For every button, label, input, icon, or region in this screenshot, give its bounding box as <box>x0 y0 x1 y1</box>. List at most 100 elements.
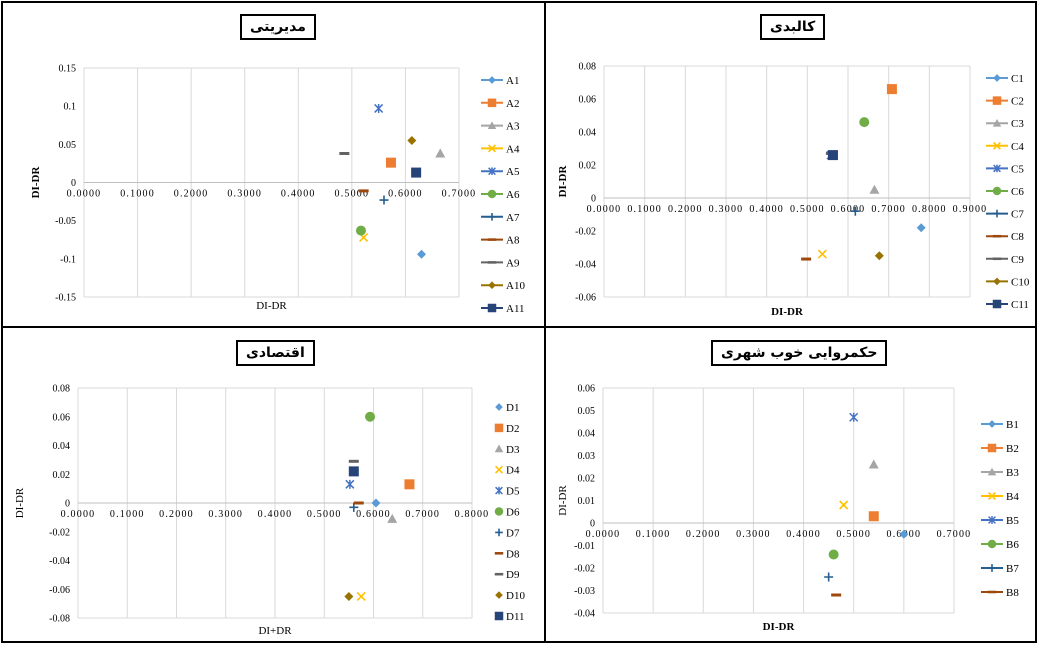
legend-label: D9 <box>506 569 520 581</box>
legend-label: D4 <box>506 465 520 477</box>
y-tick-label: 0.08 <box>579 62 597 73</box>
legend-item-b7: B7 <box>981 563 1019 575</box>
data-point-b4 <box>839 500 849 510</box>
data-point-b5 <box>849 412 859 422</box>
y-tick-label: 0 <box>590 519 595 530</box>
x-tick-label: 0.2000 <box>686 529 721 540</box>
y-tick-label: 0.01 <box>578 496 596 507</box>
y-tick-label: 0.02 <box>579 161 597 172</box>
legend-label: C8 <box>1011 231 1024 243</box>
data-point-b7 <box>824 572 834 582</box>
legend-label: C2 <box>1011 96 1024 108</box>
data-point-d11 <box>348 466 359 477</box>
legend-label: C6 <box>1011 186 1024 198</box>
legend-item-d4: D4 <box>495 465 520 477</box>
legend-label: D11 <box>506 611 525 623</box>
legend-item-c8: C8 <box>986 231 1024 243</box>
legend-label: D5 <box>506 486 520 498</box>
data-point-c11 <box>827 150 838 161</box>
y-tick-label: 0 <box>65 499 70 510</box>
chart-panel-eghtesadi: -0.08 -0.06 -0.04 -0.02 0 0.02 0.04 0.06 0.08 0.0… <box>1 326 546 643</box>
y-tick-label: 0.08 <box>53 384 71 395</box>
x-tick-label: 0.6000 <box>356 509 391 520</box>
legend-item-a2: A2 <box>481 98 519 110</box>
legend-item-d1: D1 <box>495 402 519 414</box>
legend-label: B2 <box>1006 443 1019 455</box>
chart-svg: -0.04 -0.03 -0.02 -0.01 0 0.01 0.02 0.03 0.04 0.0… <box>557 384 1019 634</box>
chart-svg: -0.15 -0.1 -0.05 0 0.05 0.1 0.15 0.0000 0.1000 0.… <box>30 64 525 316</box>
data-point-b1 <box>899 529 909 539</box>
x-tick-label: 0.4000 <box>749 204 784 215</box>
legend-item-d6: D6 <box>494 507 520 519</box>
x-tick-label: 0.6000 <box>388 189 423 200</box>
legend-label: B1 <box>1006 419 1019 431</box>
legend-label: C7 <box>1011 209 1024 221</box>
x-axis-label: DI-DR <box>256 300 287 312</box>
x-tick-label: 0.9000 <box>953 204 988 215</box>
legend-label: A10 <box>506 280 525 292</box>
legend-label: D8 <box>506 548 520 560</box>
data-point-d4 <box>356 591 366 602</box>
x-tick-label: 0.2000 <box>159 509 194 520</box>
x-axis-label: DI-DR <box>763 621 796 633</box>
data-point-d3 <box>387 513 398 523</box>
legend-item-d5: D5 <box>495 486 520 498</box>
gridlines <box>603 66 971 297</box>
legend-item-b5: B5 <box>981 515 1019 527</box>
legend-item-b2: B2 <box>981 443 1019 455</box>
data-point-d6 <box>365 411 376 422</box>
legend-item-c10: C10 <box>986 276 1030 288</box>
data-point-a6 <box>355 225 366 236</box>
legend-item-d2: D2 <box>494 423 519 435</box>
legend-item-d3: D3 <box>494 444 520 456</box>
legend-label: D2 <box>506 423 519 435</box>
legend-label: B3 <box>1006 467 1019 479</box>
data-point-d2 <box>404 479 415 490</box>
legend-item-c1: C1 <box>986 73 1024 85</box>
x-tick-label: 0.7000 <box>871 204 906 215</box>
legend-label: C11 <box>1011 299 1029 311</box>
x-tick-label: 0.2000 <box>174 189 209 200</box>
legend-label: C3 <box>1011 118 1024 130</box>
legend-label: B5 <box>1006 515 1019 527</box>
y-tick-label: -0.06 <box>49 585 70 596</box>
legend-item-a11: A11 <box>481 303 525 315</box>
data-point-c10 <box>874 251 884 261</box>
data-point-a1 <box>417 249 426 259</box>
y-tick-label: 0.1 <box>64 102 77 113</box>
legend: A1 A2 A3 A4 A5 A6 A7 A8 A9 A10 A11 <box>481 75 525 315</box>
x-tick-label: 0.7000 <box>405 509 440 520</box>
legend-label: D3 <box>506 444 520 456</box>
x-axis-label: DI-DR <box>771 306 804 318</box>
y-axis-label: DI-DR <box>557 485 569 516</box>
data-point-b8 <box>831 593 842 597</box>
legend-label: A1 <box>506 75 519 87</box>
y-tick-label: -0.02 <box>574 564 595 575</box>
legend-item-c9: C9 <box>986 254 1024 266</box>
x-tick-label: 0.8000 <box>455 509 490 520</box>
x-tick-label: 0.6000 <box>831 204 866 215</box>
y-tick-label: -0.03 <box>574 586 595 597</box>
legend-label: B4 <box>1006 491 1019 503</box>
legend-label: C5 <box>1011 163 1024 175</box>
legend-item-a4: A4 <box>481 143 520 155</box>
legend-item-d7: D7 <box>495 527 520 539</box>
legend-label: A7 <box>506 212 520 224</box>
legend-item-a3: A3 <box>481 121 520 133</box>
data-point-d9 <box>348 459 359 463</box>
y-tick-label: 0.05 <box>59 140 77 151</box>
x-tick-label: 0.3000 <box>208 509 243 520</box>
y-tick-label: -0.08 <box>49 614 70 625</box>
legend-item-a6: A6 <box>481 189 520 201</box>
data-point-a11 <box>411 167 422 178</box>
data-point-a8 <box>358 189 369 193</box>
x-tick-label: 0.3000 <box>709 204 744 215</box>
x-tick-label: 0.8000 <box>912 204 947 215</box>
data-point-b6 <box>828 549 839 560</box>
legend-item-b4: B4 <box>981 491 1019 503</box>
legend-item-a7: A7 <box>481 212 520 224</box>
legend-item-a1: A1 <box>481 75 519 87</box>
x-tick-label: 0.2000 <box>668 204 703 215</box>
data-point-a3 <box>435 148 446 158</box>
data-point-a5 <box>374 103 384 113</box>
